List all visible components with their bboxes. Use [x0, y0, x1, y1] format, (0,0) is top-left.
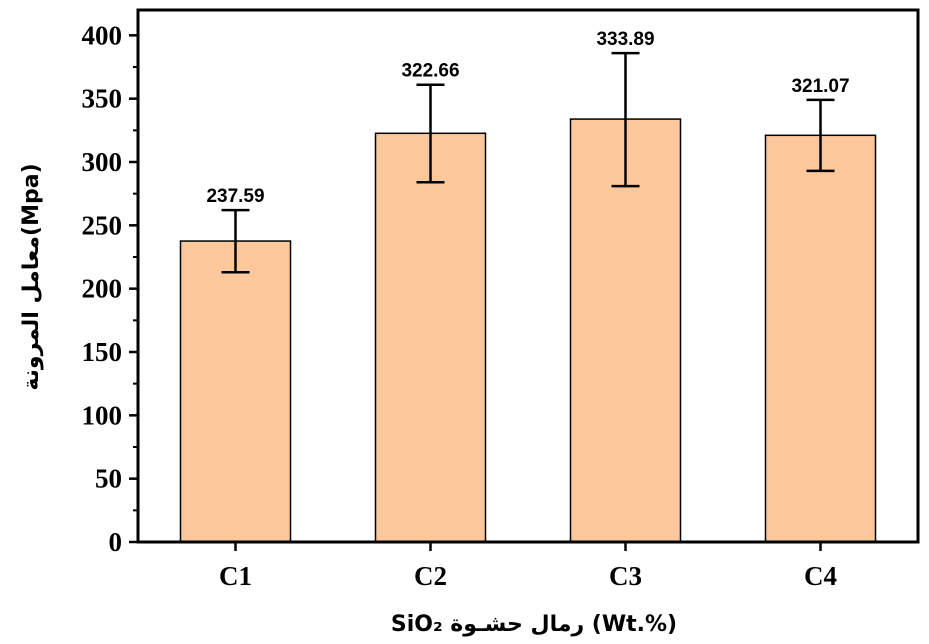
data-label-c3: 333.89: [596, 29, 654, 50]
y-tick-label-50: 50: [95, 464, 122, 494]
y-tick-label-350: 350: [82, 84, 123, 114]
x-tick-label-c2: C2: [414, 561, 447, 591]
x-axis-title: SiO₂ رمال حشـوة (Wt.%): [391, 612, 677, 637]
y-tick-label-150: 150: [82, 337, 123, 367]
x-tick-label-c3: C3: [609, 561, 642, 591]
y-tick-label-0: 0: [109, 527, 123, 557]
data-label-c2: 322.66: [401, 61, 459, 82]
bar-c1: [179, 240, 292, 543]
y-tick-label-250: 250: [82, 210, 123, 240]
y-tick-label-400: 400: [82, 20, 123, 50]
data-label-c1: 237.59: [206, 186, 264, 207]
plot-frame: [136, 8, 920, 544]
x-tick-label-c4: C4: [804, 561, 837, 591]
data-label-c4: 321.07: [791, 76, 849, 97]
bar-c4: [764, 134, 877, 543]
y-axis-title: معامل المرونة(Mpa): [19, 163, 44, 390]
y-tick-label-300: 300: [82, 147, 123, 177]
y-tick-label-200: 200: [82, 274, 123, 304]
x-tick-label-c1: C1: [219, 561, 252, 591]
bar-c2: [374, 132, 487, 543]
y-tick-label-100: 100: [82, 400, 123, 430]
